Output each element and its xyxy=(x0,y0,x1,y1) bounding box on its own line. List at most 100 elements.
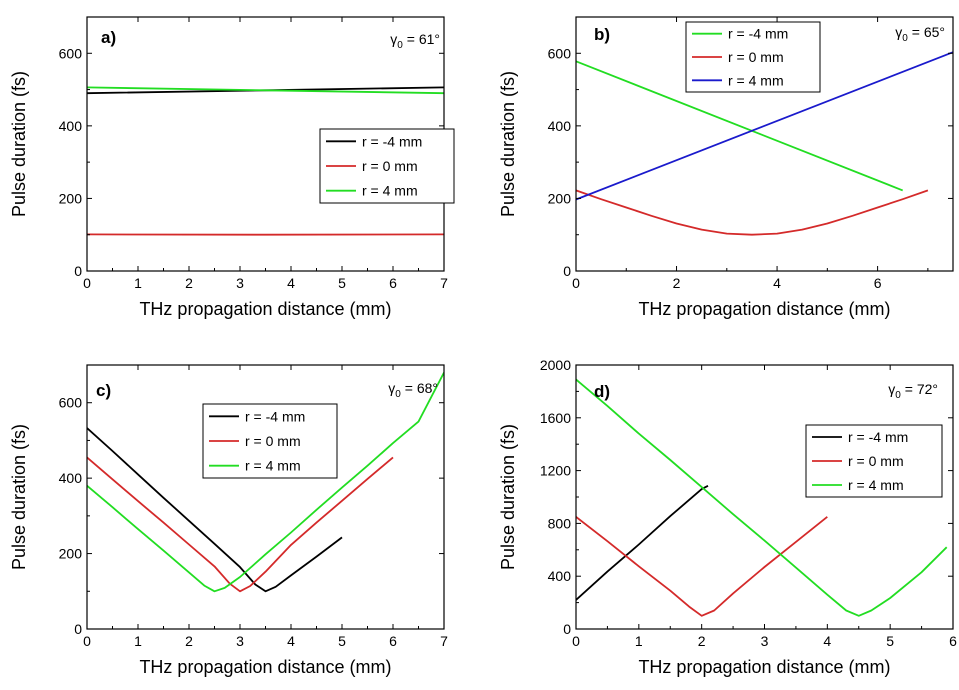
y-tick-label: 0 xyxy=(563,621,571,637)
y-tick-label: 800 xyxy=(548,515,572,531)
x-axis-label: THz propagation distance (mm) xyxy=(638,299,890,319)
x-tick-label: 3 xyxy=(236,275,244,291)
legend-label-3: r = 4 mm xyxy=(848,477,904,493)
y-tick-label: 200 xyxy=(59,190,83,206)
legend-label-2: r = 0 mm xyxy=(848,453,904,469)
gamma-annotation: γ0 = 61° xyxy=(390,31,440,51)
y-tick-label: 200 xyxy=(59,546,83,562)
x-tick-label: 2 xyxy=(698,633,706,649)
series-line-3 xyxy=(87,86,444,95)
x-axis-label: THz propagation distance (mm) xyxy=(139,299,391,319)
legend-label-3: r = 4 mm xyxy=(728,72,784,88)
panel-c: 0 1 2 3 4 5 6 7 0 200 400 600 THz propagation distan… xyxy=(9,364,448,677)
x-tick-label: 5 xyxy=(338,275,346,291)
panel-label: b) xyxy=(594,25,610,44)
x-tick-label: 6 xyxy=(949,633,957,649)
legend-label-1: r = -4 mm xyxy=(362,133,422,149)
x-tick-label: 1 xyxy=(134,275,142,291)
legend-label-2: r = 0 mm xyxy=(245,433,301,449)
x-tick-label: 0 xyxy=(572,633,580,649)
gamma-subscript: 0 xyxy=(397,40,403,51)
series-line-1 xyxy=(576,485,709,601)
gamma-symbol: γ xyxy=(895,24,902,40)
panel-d: 0 1 2 3 4 5 6 0 400 800 1200 1600 2000 THz propagatio… xyxy=(498,357,957,677)
x-tick-label: 5 xyxy=(338,633,346,649)
series-line-1 xyxy=(87,427,343,593)
x-tick-label: 6 xyxy=(874,275,882,291)
x-axis-label: THz propagation distance (mm) xyxy=(638,657,890,677)
x-tick-label: 2 xyxy=(673,275,681,291)
y-tick-label: 200 xyxy=(548,190,572,206)
y-tick-label: 400 xyxy=(59,470,83,486)
series-line-3 xyxy=(87,372,444,593)
legend-label-1: r = -4 mm xyxy=(245,408,305,424)
x-tick-label: 1 xyxy=(635,633,643,649)
series-line-3 xyxy=(576,378,948,617)
y-axis-label: Pulse duration (fs) xyxy=(9,424,29,570)
legend-label-3: r = 4 mm xyxy=(362,183,418,199)
series-line-2 xyxy=(87,456,394,593)
x-tick-label: 3 xyxy=(761,633,769,649)
y-axis-label: Pulse duration (fs) xyxy=(9,71,29,217)
gamma-symbol: γ xyxy=(390,31,397,47)
series-line-3 xyxy=(576,51,953,201)
x-tick-label: 6 xyxy=(389,633,397,649)
x-tick-label: 4 xyxy=(287,633,295,649)
y-tick-label: 600 xyxy=(59,45,83,61)
legend-label-2: r = 0 mm xyxy=(362,158,418,174)
y-tick-label: 600 xyxy=(548,45,572,61)
gamma-subscript: 0 xyxy=(395,389,401,400)
gamma-subscript: 0 xyxy=(902,33,908,44)
x-tick-label: 2 xyxy=(185,275,193,291)
gamma-subscript: 0 xyxy=(895,390,901,401)
panel-label: c) xyxy=(96,381,111,400)
y-tick-label: 0 xyxy=(563,263,571,279)
gamma-annotation: γ0 = 72° xyxy=(888,381,938,401)
legend-label-3: r = 4 mm xyxy=(245,458,301,474)
y-tick-label: 1600 xyxy=(540,410,571,426)
legend-label-1: r = -4 mm xyxy=(848,429,908,445)
panel-label: d) xyxy=(594,382,610,401)
panel-b: 0 2 4 6 0 200 400 600 THz propagation distance (… xyxy=(498,16,954,319)
y-tick-label: 400 xyxy=(548,568,572,584)
y-tick-label: 400 xyxy=(59,118,83,134)
plot-frame xyxy=(575,16,954,272)
x-tick-label: 5 xyxy=(886,633,894,649)
y-tick-label: 600 xyxy=(59,395,83,411)
y-tick-label: 0 xyxy=(74,263,82,279)
gamma-symbol: γ xyxy=(388,380,395,396)
x-tick-label: 0 xyxy=(83,633,91,649)
series-line-1 xyxy=(576,60,904,192)
x-tick-label: 0 xyxy=(83,275,91,291)
series-line-2 xyxy=(576,516,828,617)
x-tick-label: 1 xyxy=(134,633,142,649)
x-tick-label: 2 xyxy=(185,633,193,649)
x-tick-label: 4 xyxy=(287,275,295,291)
y-axis-label: Pulse duration (fs) xyxy=(498,424,518,570)
x-tick-label: 3 xyxy=(236,633,244,649)
x-tick-label: 7 xyxy=(440,275,448,291)
x-tick-label: 6 xyxy=(389,275,397,291)
x-axis-label: THz propagation distance (mm) xyxy=(139,657,391,677)
gamma-annotation: γ0 = 65° xyxy=(895,24,945,44)
x-tick-label: 4 xyxy=(823,633,831,649)
gamma-value: = 61° xyxy=(403,31,440,47)
panel-a: 0 1 2 3 4 5 6 7 0 200 400 600 THz propagation distan… xyxy=(9,16,455,319)
gamma-value: = 65° xyxy=(908,24,945,40)
y-tick-label: 0 xyxy=(74,621,82,637)
gamma-value: = 68° xyxy=(401,380,438,396)
x-tick-label: 7 xyxy=(440,633,448,649)
panel-label: a) xyxy=(101,28,116,47)
y-tick-label: 1200 xyxy=(540,463,571,479)
y-axis-label: Pulse duration (fs) xyxy=(498,71,518,217)
y-tick-label: 2000 xyxy=(540,357,571,373)
x-tick-label: 0 xyxy=(572,275,580,291)
series-line-2 xyxy=(576,189,929,236)
y-tick-label: 400 xyxy=(548,118,572,134)
legend-label-1: r = -4 mm xyxy=(728,26,788,42)
gamma-annotation: γ0 = 68° xyxy=(388,380,438,400)
gamma-symbol: γ xyxy=(888,381,895,397)
x-tick-label: 4 xyxy=(773,275,781,291)
legend-label-2: r = 0 mm xyxy=(728,49,784,65)
